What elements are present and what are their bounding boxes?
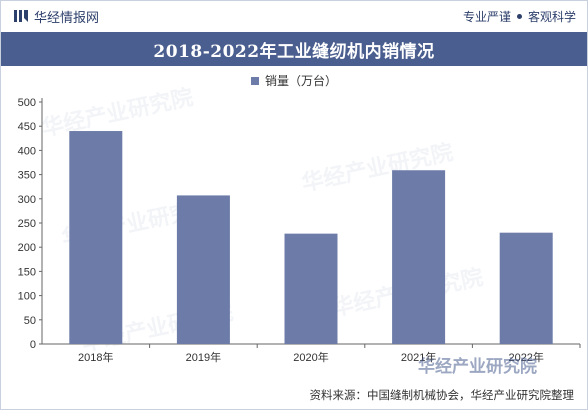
bar	[499, 232, 553, 344]
source-note: 资料来源：中国缝制机械协会，华经产业研究院整理	[309, 388, 575, 402]
y-tick-label: 150	[18, 266, 36, 278]
bar	[69, 131, 123, 344]
bar	[284, 233, 338, 344]
bar	[176, 195, 230, 344]
bullet-icon	[516, 13, 522, 19]
y-tick-label: 100	[18, 291, 36, 303]
legend-swatch	[250, 76, 259, 85]
tagline: 专业严谨 客观科学	[463, 8, 576, 25]
chart-title: 2018-2022年工业缝纫机内销情况	[153, 41, 435, 62]
bar-chart: 0 50 100 150 200 250 300 350 400 450 500 2018年 2019年…	[18, 97, 581, 364]
title-bar: 2018-2022年工业缝纫机内销情况	[1, 32, 587, 66]
bar	[392, 170, 446, 344]
legend[interactable]: 销量（万台）	[0, 72, 588, 89]
legend-label: 销量（万台）	[264, 74, 337, 88]
y-tick-label: 250	[18, 218, 36, 230]
y-tick-label: 50	[24, 315, 36, 327]
brand[interactable]: 华经情报网	[14, 7, 99, 26]
corner-watermark: 华经产业研究院	[418, 357, 537, 377]
y-tick-label: 350	[18, 170, 36, 182]
x-tick-label: 2022年	[508, 350, 543, 364]
x-tick-label: 2021年	[401, 350, 436, 364]
logo-icon	[14, 10, 28, 22]
y-tick-label: 300	[18, 194, 36, 206]
brand-name: 华经情报网	[34, 10, 100, 26]
x-tick-label: 2020年	[293, 350, 328, 364]
top-bar: 华经情报网 专业严谨 客观科学	[0, 0, 588, 32]
x-tick-label: 2018年	[78, 350, 113, 364]
footer: 资料来源：中国缝制机械协会，华经产业研究院整理	[0, 384, 588, 410]
x-tick-label: 2019年	[186, 350, 221, 364]
y-tick-label: 500	[18, 97, 36, 109]
tagline-2: 客观科学	[527, 9, 576, 24]
y-tick-label: 0	[30, 339, 36, 351]
tagline-1: 专业严谨	[462, 9, 511, 24]
y-tick-label: 450	[18, 121, 36, 133]
y-tick-label: 400	[18, 145, 36, 157]
y-tick-label: 200	[18, 242, 36, 254]
